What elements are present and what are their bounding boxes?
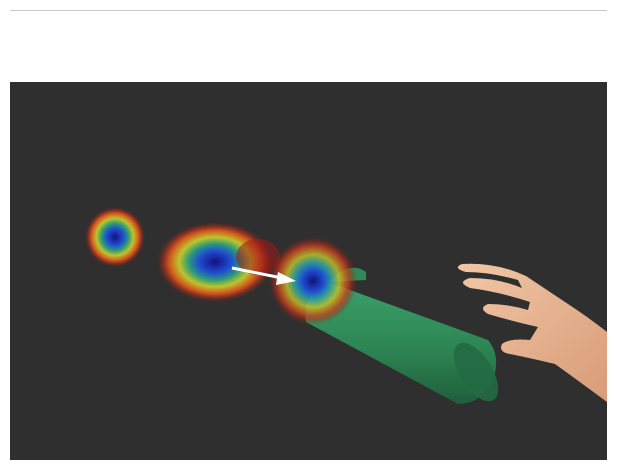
heatmap-scene (10, 82, 607, 460)
heatmap-blob (85, 207, 145, 267)
scene-svg (85, 207, 607, 404)
top-divider-line (10, 10, 607, 11)
motion-arrow (231, 266, 296, 285)
heatmap-blob (157, 222, 280, 302)
heatmap-blob (269, 237, 357, 325)
hand-image (457, 263, 607, 402)
